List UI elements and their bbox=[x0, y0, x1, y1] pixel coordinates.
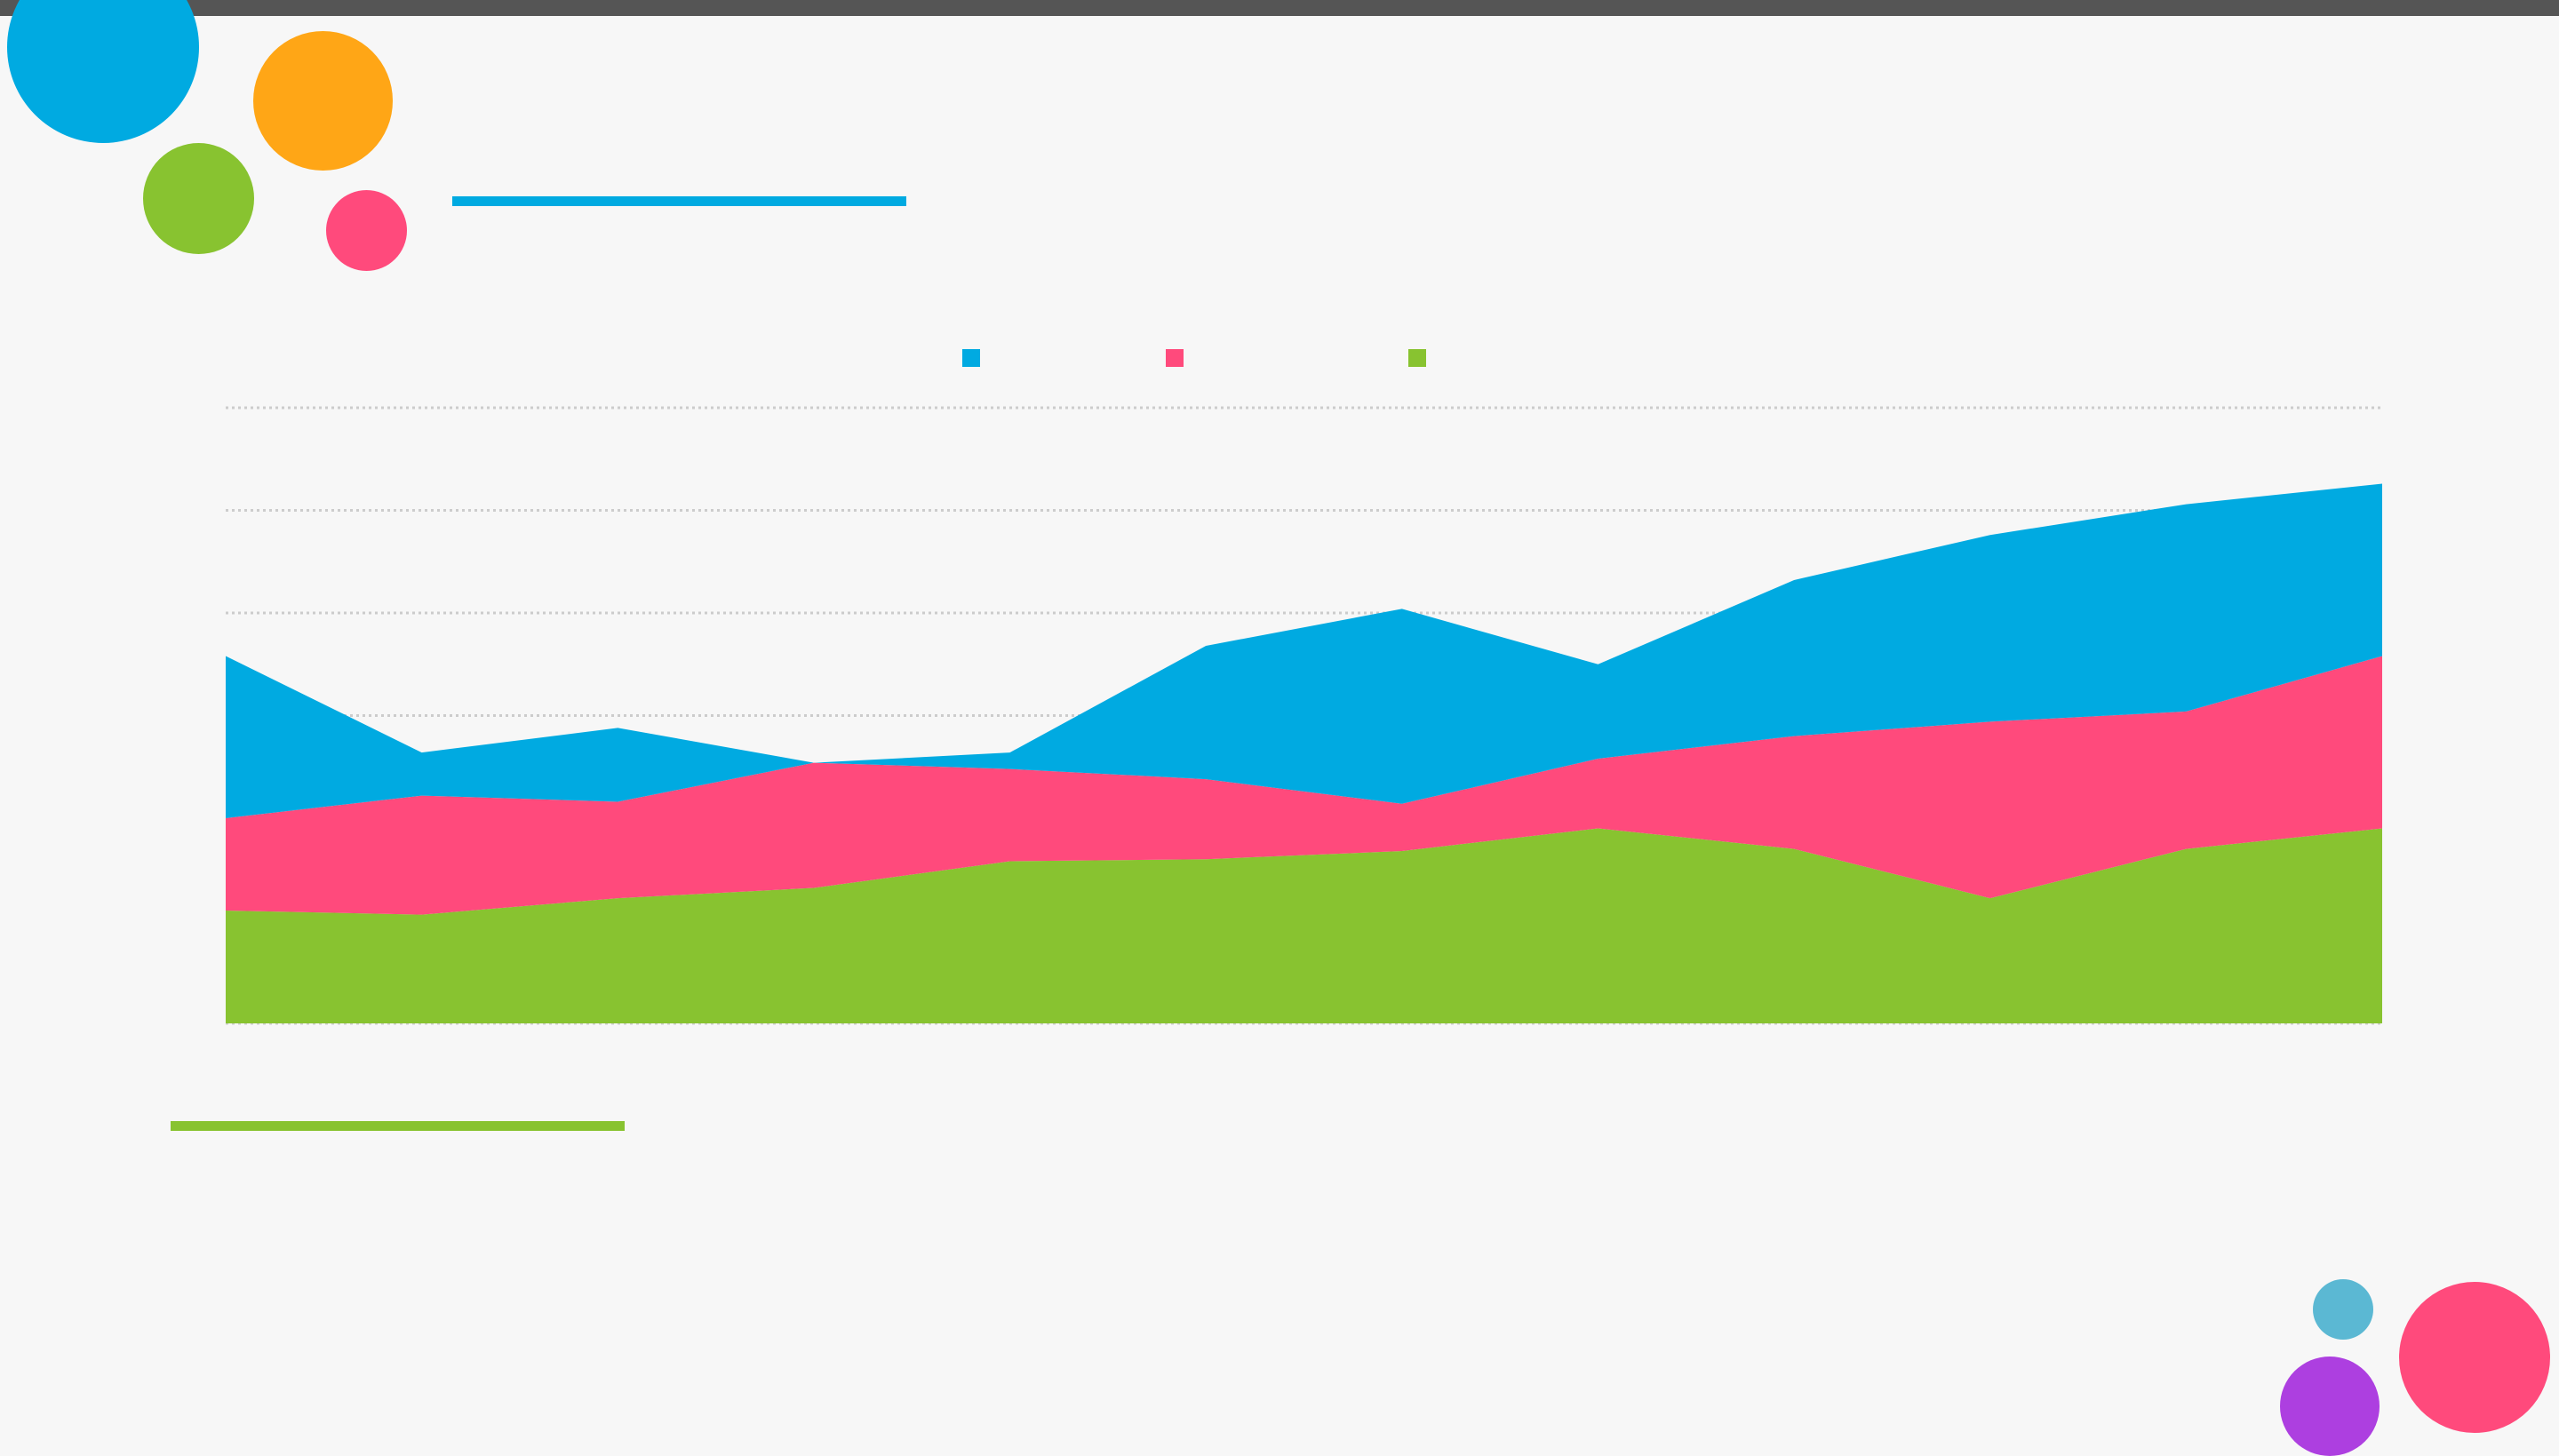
area-series-2 bbox=[226, 656, 2382, 915]
chart-areas bbox=[226, 483, 2382, 1023]
decorative-circle-pink-large bbox=[2399, 1282, 2550, 1433]
decorative-circle-orange bbox=[253, 31, 393, 171]
decorative-circle-teal bbox=[2313, 1279, 2373, 1340]
area-series-3 bbox=[226, 483, 2382, 818]
decorative-circle-green bbox=[143, 143, 254, 254]
footer-accent-line bbox=[171, 1121, 625, 1131]
top-bar bbox=[0, 0, 2559, 16]
legend-swatch-1 bbox=[962, 349, 980, 367]
legend-swatch-2 bbox=[1166, 349, 1184, 367]
decorative-circle-pink bbox=[326, 190, 407, 271]
title-accent-line bbox=[452, 196, 906, 206]
legend-swatch-3 bbox=[1408, 349, 1426, 367]
chart-legend bbox=[962, 349, 1426, 367]
area-series-1 bbox=[226, 828, 2382, 1023]
